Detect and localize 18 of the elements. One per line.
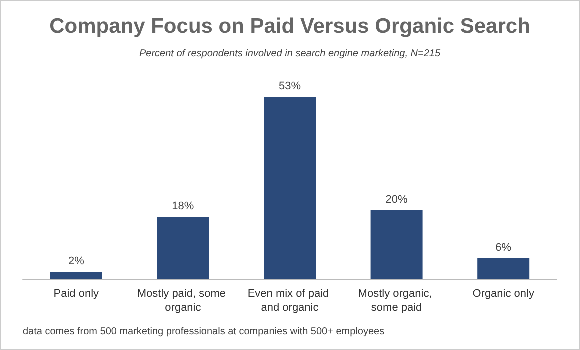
bar — [264, 97, 316, 279]
x-tick-label: Organic only — [472, 288, 535, 300]
chart-subtitle: Percent of respondents involved in search engine marketing, N=215 — [139, 48, 441, 60]
data-label: 53% — [278, 80, 302, 93]
bar — [478, 258, 530, 279]
text: data comes from 500 marketing professionals at companies with 500+ employees — [23, 326, 385, 338]
x-tick-label: Mostly organic, some paid — [358, 288, 436, 314]
bar — [370, 210, 423, 279]
bar — [157, 217, 210, 279]
bar — [50, 272, 102, 279]
x-tick-label: Even mix of paid and organic — [248, 288, 332, 314]
x-tick-label: Mostly paid, some organic — [137, 288, 230, 314]
data-label: 6% — [496, 242, 512, 254]
data-label: 2% — [68, 256, 85, 268]
x-tick-label: Paid only — [54, 288, 100, 300]
data-label: 20% — [386, 194, 408, 206]
data-label: 18% — [172, 200, 194, 213]
chart-title: Company Focus on Paid Versus Organic Search — [50, 15, 530, 38]
